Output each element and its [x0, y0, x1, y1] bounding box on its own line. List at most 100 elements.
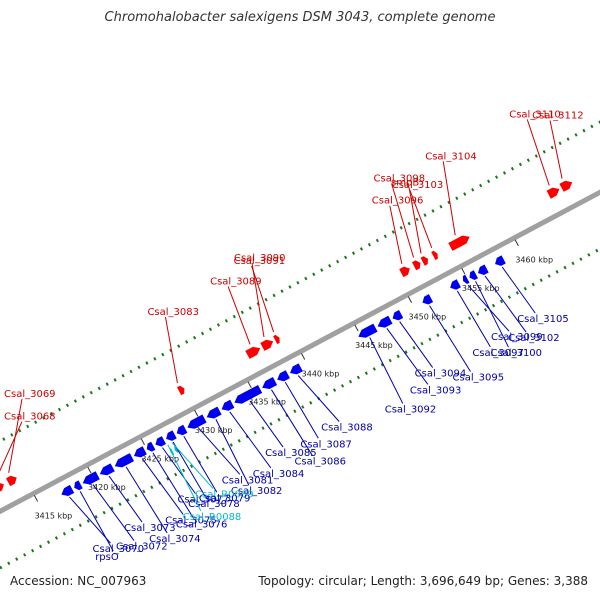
tick-mark [354, 324, 359, 332]
gene-label[interactable]: Csal_3072 [116, 542, 168, 553]
forward-gene-Csal_3096[interactable] [399, 266, 410, 278]
gene-label[interactable]: Csal_3105 [517, 314, 569, 325]
gene-label[interactable]: Csal_3096 [372, 196, 424, 207]
label-leader [125, 466, 168, 534]
rna-gene-Csal_R0089[interactable] [174, 445, 179, 453]
gene-label[interactable]: Csal_3110 [509, 109, 561, 120]
reverse-gene-Csal_3093[interactable] [377, 315, 393, 328]
forward-gene-Csal_3112[interactable] [559, 180, 573, 192]
reverse-gene-Csal_3088[interactable] [290, 363, 303, 375]
gene-label[interactable]: Csal_3094 [415, 369, 467, 380]
gene-label[interactable]: Csal_3099 [491, 332, 543, 343]
gene-label[interactable]: Csal_3098 [374, 173, 426, 184]
gene-label[interactable]: smpB [391, 178, 419, 189]
tick-label: 3440 kbp [302, 369, 340, 378]
gene-label[interactable]: rpsO [95, 552, 119, 563]
gene-label[interactable]: Csal_3103 [392, 180, 444, 191]
map-title: Chromohalobacter salexigens DSM 3043, co… [104, 10, 496, 25]
gene-label[interactable]: Csal_3086 [294, 457, 346, 468]
gene-label[interactable]: Csal_3089 [210, 276, 262, 287]
inner-dotted-ring [0, 247, 600, 570]
reverse-gene-Csal_3102[interactable] [478, 264, 489, 276]
label-leader [229, 411, 272, 469]
label-leader [162, 447, 196, 494]
gene-label[interactable]: Csal_3075 [165, 515, 217, 526]
gene-label[interactable]: Csal_3069 [4, 389, 56, 400]
label-leader [467, 284, 510, 332]
forward-gene-Csal_3069[interactable] [6, 475, 17, 487]
forward-gene-Csal_3103[interactable] [431, 250, 438, 260]
label-leader [526, 119, 550, 186]
gene-label[interactable]: Csal_3091 [234, 256, 286, 267]
label-leader [152, 452, 195, 520]
reverse-gene-Csal_3097[interactable] [450, 279, 461, 290]
reverse-gene-Csal_3077[interactable] [155, 436, 166, 447]
reverse-gene-Csal_3094[interactable] [392, 310, 404, 321]
reverse-gene-Csal_3095[interactable] [422, 294, 434, 305]
gene-label[interactable]: Csal_3093 [410, 385, 462, 396]
reverse-gene-Csal_3092[interactable] [358, 323, 378, 338]
gene-label[interactable]: Csal_3082 [231, 486, 283, 497]
gene-label[interactable]: Csal_3074 [149, 534, 201, 545]
label-leader [183, 436, 218, 493]
gene-label[interactable]: Csal_3097 [472, 348, 524, 359]
gene-label[interactable]: Csal_3087 [300, 439, 352, 450]
reverse-gene-Csal_3078[interactable] [166, 430, 177, 441]
gene-label[interactable]: Csal_3092 [385, 404, 437, 415]
gene-label[interactable]: Csal_3073 [124, 523, 176, 534]
gene-label[interactable]: Csal_3102 [508, 333, 560, 344]
gene-label[interactable]: Csal_3078 [188, 499, 240, 510]
gene-label[interactable]: Csal_3112 [532, 111, 584, 122]
gene-label[interactable]: Csal_R0089 [195, 490, 254, 501]
gene-label[interactable]: Csal_3076 [176, 520, 228, 531]
forward-gene-Csal_3083[interactable] [177, 385, 185, 396]
tick-mark [461, 267, 466, 275]
label-leader [399, 321, 434, 368]
reverse-gene-Csal_3076[interactable] [146, 441, 156, 452]
reverse-gene-Csal_3105[interactable] [495, 255, 506, 266]
gene-label[interactable]: Csal_3085 [265, 448, 317, 459]
reverse-gene-Csal_3072[interactable] [82, 471, 100, 485]
gene-label[interactable]: Csal_3100 [490, 348, 542, 359]
forward-gene-Csal_3091[interactable] [273, 334, 280, 345]
forward-gene-smpB[interactable] [420, 256, 429, 266]
label-leader [408, 187, 422, 254]
gene-label[interactable]: Csal_3084 [253, 469, 305, 480]
backbone-axis [0, 189, 600, 515]
gene-label[interactable]: Csal_3083 [147, 307, 199, 318]
rna-gene-Csal_R0088[interactable] [169, 448, 175, 455]
reverse-gene-Csal_3087[interactable] [277, 370, 290, 382]
gene-label[interactable]: Csal_3090 [234, 253, 286, 264]
forward-gene-Csal_3104[interactable] [448, 235, 470, 251]
tick-label: 3455 kbp [462, 284, 500, 293]
gene-label[interactable]: Csal_3095 [453, 373, 505, 384]
gene-label[interactable]: Csal_3104 [425, 151, 477, 162]
reverse-gene-Csal_3070[interactable] [61, 484, 75, 496]
reverse-gene-Csal_3073[interactable] [99, 463, 115, 476]
reverse-gene-Csal_3079[interactable] [176, 424, 188, 436]
gene-label[interactable]: Csal_3079 [199, 493, 251, 504]
reverse-gene-Csal_3099[interactable] [462, 274, 470, 284]
reverse-gene-Csal_3081[interactable] [187, 414, 207, 429]
reverse-gene-Csal_3075[interactable] [134, 446, 147, 458]
reverse-gene-Csal_3086[interactable] [262, 377, 278, 389]
reverse-gene-Csal_3082[interactable] [206, 406, 222, 419]
gene-label[interactable]: Csal_R0088 [183, 512, 242, 523]
reverse-gene-Csal_3074[interactable] [114, 453, 134, 468]
forward-gene-Csal_3098[interactable] [412, 260, 421, 271]
forward-gene-Csal_3090[interactable] [260, 339, 274, 351]
label-leader [141, 458, 184, 515]
gene-label[interactable]: Csal_3081 [222, 475, 274, 486]
gene-label[interactable]: Csal_3088 [321, 422, 373, 433]
gene-label[interactable]: Csal_3068 [4, 412, 56, 423]
reverse-gene-Csal_3100[interactable] [469, 270, 479, 280]
gene-label[interactable]: Csal_3077 [177, 495, 229, 506]
forward-gene-Csal_3068[interactable] [0, 483, 4, 493]
reverse-gene-Csal_3084[interactable] [221, 399, 235, 411]
forward-gene-Csal_3089[interactable] [245, 346, 261, 359]
forward-gene-Csal_3110[interactable] [546, 187, 560, 199]
reverse-gene-Csal_3085[interactable] [234, 385, 263, 404]
gene-features [0, 180, 573, 496]
reverse-gene-rpsO[interactable] [74, 480, 83, 491]
gene-label[interactable]: Csal_3070 [93, 544, 145, 555]
